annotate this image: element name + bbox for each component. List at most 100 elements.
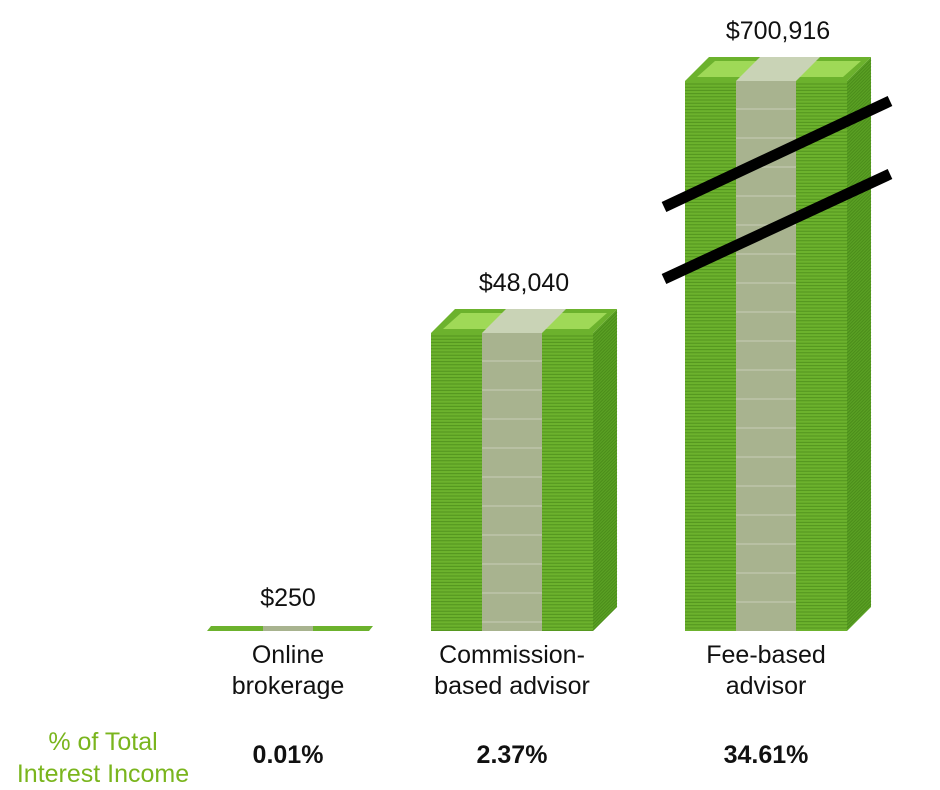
category-label-line: brokerage: [231, 672, 345, 700]
bill-edge: [846, 584, 872, 610]
bill-edge: [592, 513, 618, 538]
percent-value-commission-based-advisor: 2.37%: [476, 741, 548, 769]
bill-edge: [592, 465, 618, 490]
bill-edge: [592, 449, 618, 474]
bill-edge: [592, 458, 618, 484]
paper-band: [263, 626, 313, 631]
bill-edge: [846, 254, 872, 280]
bill-edge: [592, 558, 618, 583]
bill-edge: [592, 529, 618, 554]
bill-edge: [846, 552, 872, 578]
bill-edge: [846, 539, 872, 565]
bill-edge: [592, 561, 618, 586]
bill-edge: [592, 394, 618, 420]
bill-edge: [846, 130, 872, 155]
bill-edge: [846, 504, 872, 530]
bill-edge: [592, 468, 618, 494]
bill-edge: [846, 526, 872, 552]
bill-edge: [846, 472, 872, 498]
bill-edge: [846, 507, 872, 533]
axis-break: [661, 96, 893, 284]
category-label-line: Fee-based: [706, 641, 826, 669]
bill-edge: [846, 347, 872, 373]
bill-edge: [846, 571, 872, 597]
bill-edge: [592, 327, 618, 353]
bill-edge: [846, 379, 872, 405]
bill-edge: [846, 216, 872, 242]
bill-edge: [846, 78, 872, 104]
bar-group: [207, 57, 893, 631]
bill-edge: [846, 398, 872, 424]
bill-edge: [846, 222, 872, 248]
bill-edge: [592, 346, 618, 372]
bill-edge: [592, 487, 618, 513]
bill-edge: [592, 378, 618, 404]
bill-edge: [846, 62, 872, 88]
bill-edge: [846, 418, 872, 443]
bill-edge: [592, 471, 618, 497]
bill-edge: [846, 549, 872, 574]
bill-edge: [846, 411, 872, 437]
bill-edge: [592, 577, 618, 602]
bill-edge: [846, 434, 872, 459]
bill-edge: [592, 417, 618, 442]
paper-band: [482, 333, 542, 631]
bill-edge: [592, 522, 618, 548]
bill-edge: [846, 322, 872, 347]
bill-edge: [846, 88, 872, 114]
bill-edge: [846, 514, 872, 539]
bill-edge: [846, 149, 872, 174]
bill-edge: [846, 142, 872, 168]
value-label-commission-based-advisor: $48,040: [478, 269, 570, 297]
bill-edge: [592, 478, 618, 503]
bill-edge: [846, 133, 872, 158]
bill-edge: [592, 462, 618, 487]
bill-edge: [846, 197, 872, 222]
bill-edge: [846, 456, 872, 482]
bill-edge: [592, 542, 618, 567]
category-label-online-brokerage: Online brokerage: [178, 640, 398, 702]
bill-edge: [846, 270, 872, 296]
bill-edge: [846, 200, 872, 226]
bill-edge: [846, 226, 872, 251]
bill-edge: [592, 516, 618, 542]
bill-edge: [592, 334, 618, 359]
bill-edge: [846, 546, 872, 571]
bill-edge: [846, 475, 872, 501]
bill-edge: [846, 533, 872, 558]
bill-edge: [846, 437, 872, 462]
bill-edge: [846, 229, 872, 254]
bill-edge: [592, 350, 618, 375]
bill-edge: [846, 382, 872, 408]
bill-edge: [592, 590, 618, 615]
bill-edge: [846, 267, 872, 293]
bill-edge: [846, 478, 872, 504]
bill-edge: [592, 366, 618, 391]
bill-edge: [846, 536, 872, 562]
bill-edge: [592, 510, 618, 535]
bill-edge: [846, 261, 872, 286]
bill-edge: [592, 503, 618, 529]
category-label-line: based advisor: [434, 672, 590, 700]
percent-row-caption: % of Total Interest Income: [0, 726, 206, 790]
axis-break-line: [661, 169, 893, 284]
bill-edge: [846, 462, 872, 488]
bill-edge: [846, 453, 872, 478]
bill-edge: [846, 187, 872, 213]
bill-edge: [592, 455, 618, 481]
bill-edge: [846, 562, 872, 587]
bill-edge: [592, 375, 618, 401]
bill-edge: [846, 309, 872, 334]
bill-edge: [592, 554, 618, 580]
bill-edge: [846, 587, 872, 613]
bill-edge: [846, 152, 872, 178]
bill-edge: [846, 66, 872, 91]
bill-edge: [592, 439, 618, 465]
bill-edge: [846, 392, 872, 418]
bill-edge: [592, 596, 618, 622]
money-stack: [207, 626, 373, 631]
bill-edge: [592, 452, 618, 478]
bill-edge: [846, 334, 872, 360]
bill-edge: [846, 565, 872, 590]
bill-edge: [592, 506, 618, 532]
